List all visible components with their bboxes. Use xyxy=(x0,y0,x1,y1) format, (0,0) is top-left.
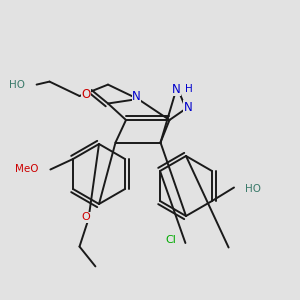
Text: MeO: MeO xyxy=(15,164,38,175)
Text: N: N xyxy=(132,90,141,103)
Text: H: H xyxy=(184,84,192,94)
Text: O: O xyxy=(82,212,91,223)
Text: O: O xyxy=(82,88,91,101)
Text: N: N xyxy=(184,100,193,114)
Text: Cl: Cl xyxy=(166,235,176,245)
Text: HO: HO xyxy=(9,80,25,90)
Text: N: N xyxy=(172,83,181,96)
Text: HO: HO xyxy=(244,184,260,194)
